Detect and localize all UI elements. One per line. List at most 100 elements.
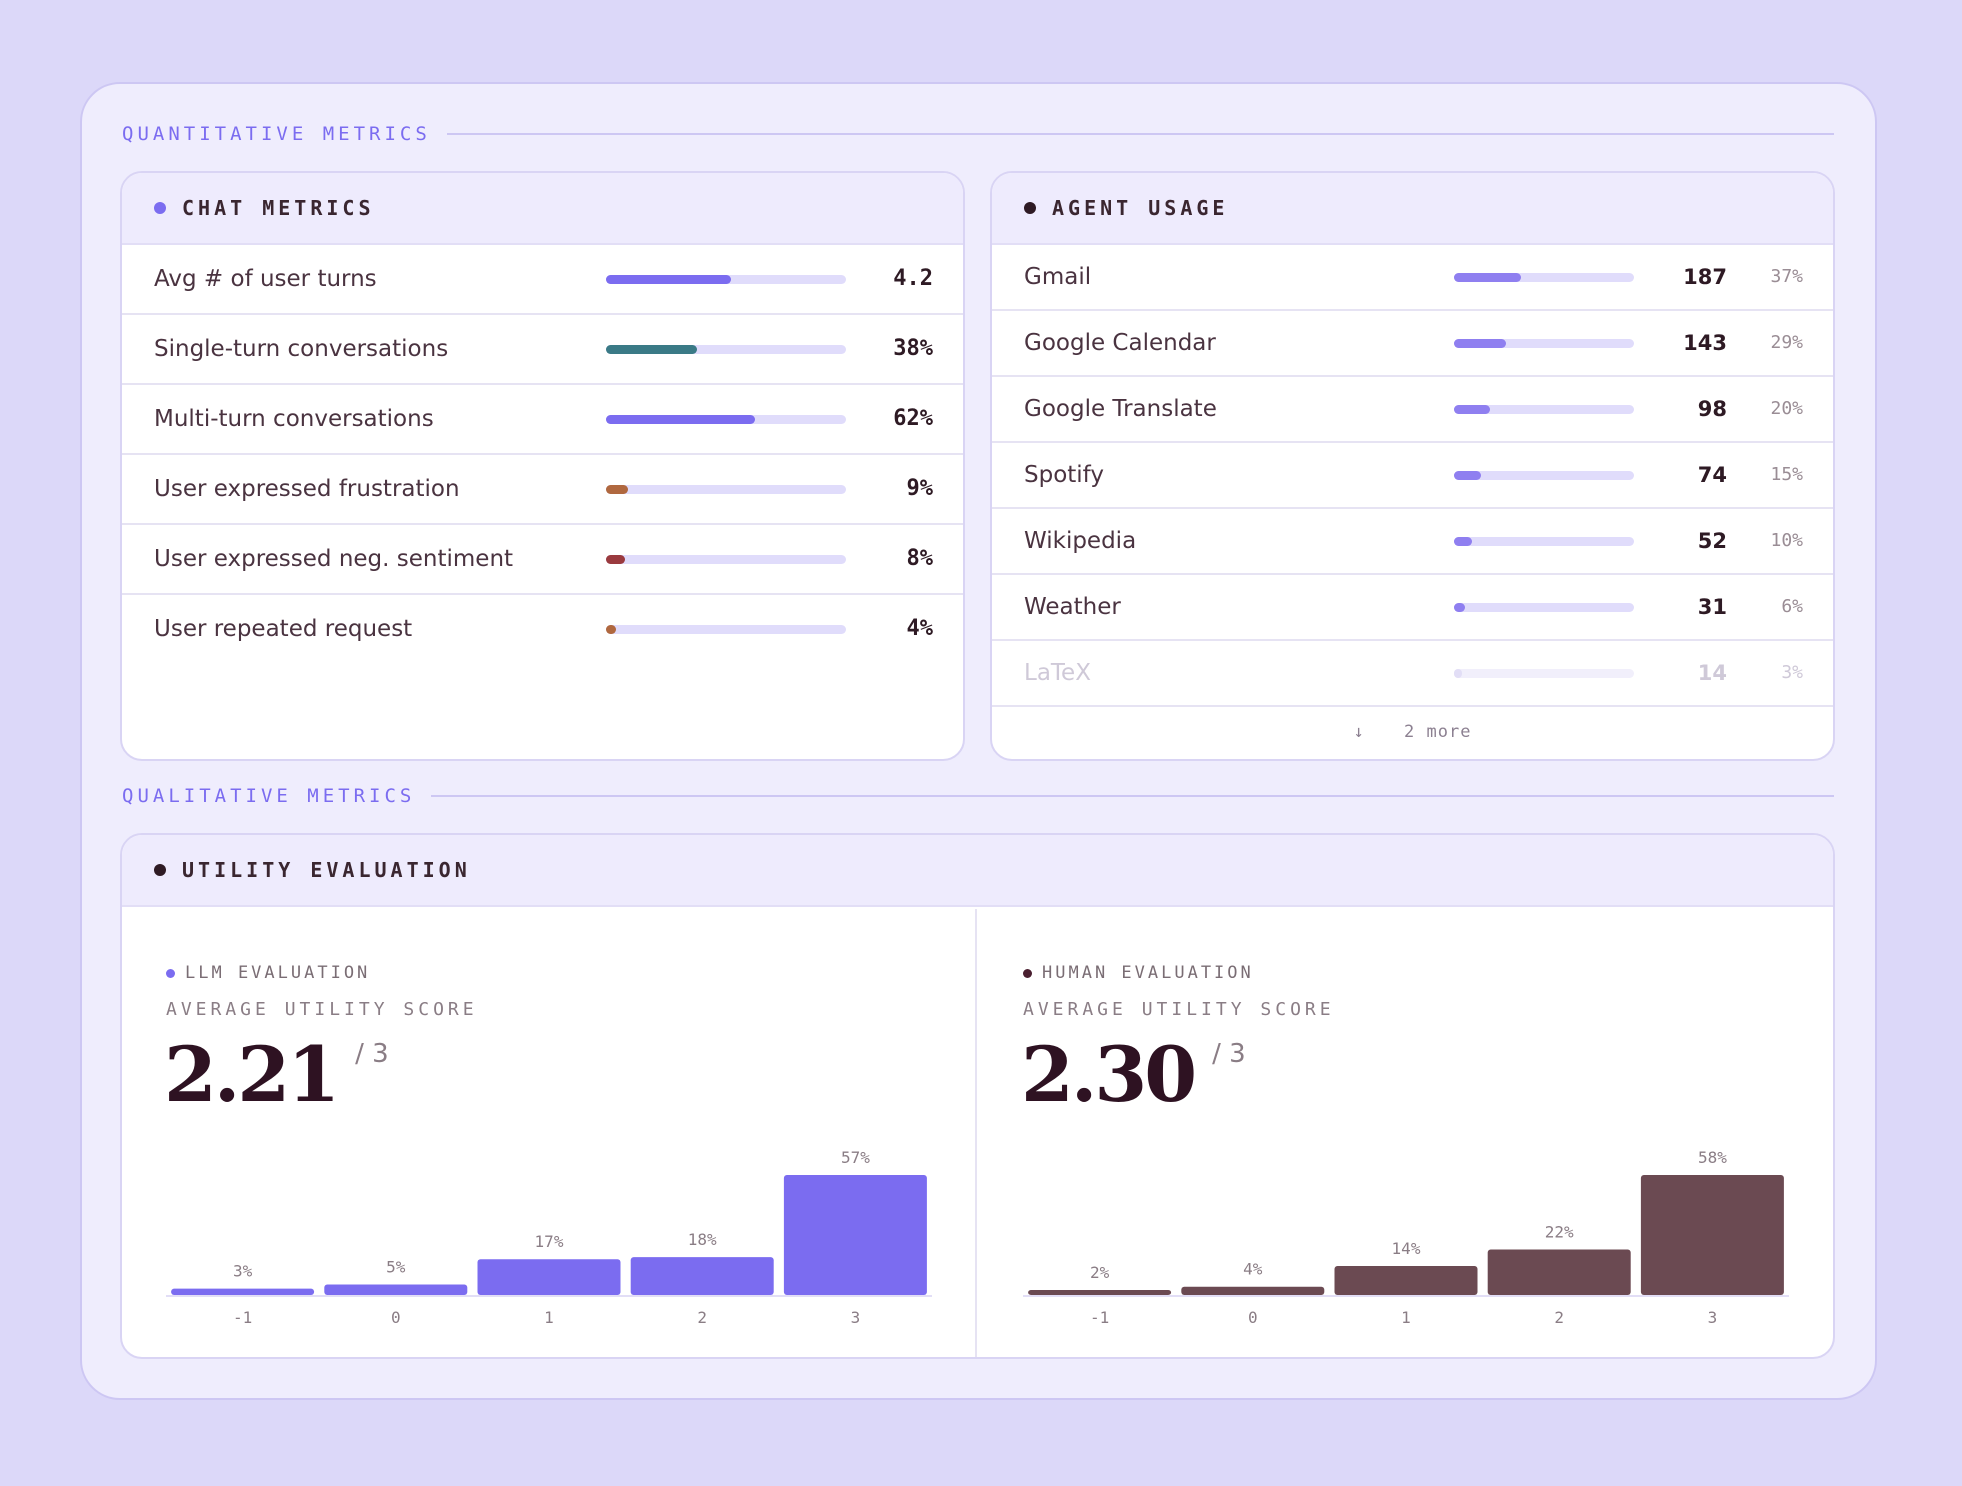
chat-metric-value: 4.2 [893,266,933,291]
human-distribution-chart: 2% -1 4% 0 14% 1 22% 2 58% 3 [1023,1129,1789,1349]
utility-evaluation-dot-icon [154,864,166,876]
show-more-label: 2 more [1404,722,1472,742]
chart-bar [324,1284,468,1295]
section-qualitative: QUALITATIVE METRICS [122,781,1834,811]
section-divider [446,133,1834,135]
chat-metric-bar-fill [606,555,626,564]
agent-usage-bar-fill [1454,471,1481,480]
chat-metric-row: Multi-turn conversations 62% [122,385,963,455]
agent-usage-bar [1454,471,1634,480]
chart-data-label: 58% [1698,1148,1727,1167]
chart-tick-label: 1 [1401,1308,1411,1327]
human-evaluation-panel: HUMAN EVALUATION AVERAGE UTILITY SCORE 2… [979,909,1833,1357]
llm-score: 2.21 / 3 [164,1027,389,1123]
chat-metric-row: Avg # of user turns 4.2 [122,245,963,315]
agent-usage-count: 52 [1697,529,1727,553]
chart-tick-label: 3 [1708,1308,1718,1327]
chart-data-label: 57% [841,1148,870,1167]
chart-bar [630,1257,774,1295]
chat-metric-bar-fill [606,345,698,354]
chat-metric-label: Single-turn conversations [154,336,449,362]
chart-bar [1640,1175,1784,1295]
agent-usage-row[interactable]: Google Calendar 143 29% [992,311,1833,377]
arrow-down-icon: ↓ [1353,722,1365,742]
human-dot-icon [1023,968,1032,978]
chat-metric-bar [606,625,846,634]
agent-usage-row[interactable]: Weather 31 6% [992,575,1833,641]
agent-usage-dot-icon [1024,202,1036,214]
human-score-denominator: / 3 [1212,1039,1246,1069]
agent-usage-row[interactable]: Spotify 74 15% [992,443,1833,509]
chart-tick-label: 2 [1554,1308,1564,1327]
chart-bar [171,1288,315,1295]
chat-metric-label: Avg # of user turns [154,266,377,292]
agent-usage-bar [1454,669,1634,678]
chat-metric-bar [606,555,846,564]
utility-evaluation-title: UTILITY EVALUATION [182,858,471,882]
chat-metric-bar [606,415,846,424]
agent-usage-title: AGENT USAGE [1052,196,1229,220]
human-score-subtitle: AVERAGE UTILITY SCORE [1023,999,1335,1020]
chart-data-label: 18% [688,1230,717,1249]
human-chart-svg: 2% -1 4% 0 14% 1 22% 2 58% 3 [1023,1148,1789,1327]
agent-usage-bar [1454,273,1634,282]
chart-bar [477,1259,621,1295]
section-quantitative: QUANTITATIVE METRICS [122,119,1834,149]
agent-usage-bar-fill [1454,339,1507,348]
agent-usage-count: 143 [1683,331,1727,355]
agent-usage-percent: 6% [1781,596,1803,617]
chat-metric-value: 62% [893,406,933,431]
agent-usage-percent: 15% [1770,464,1803,485]
agent-usage-percent: 10% [1770,530,1803,551]
agent-usage-row[interactable]: Gmail 187 37% [992,245,1833,311]
human-evaluation-tag: HUMAN EVALUATION [1023,963,1254,983]
agent-usage-row[interactable]: Wikipedia 52 10% [992,509,1833,575]
chat-metric-row: User repeated request 4% [122,595,963,665]
llm-distribution-chart: 3% -1 5% 0 17% 1 18% 2 57% 3 [166,1129,932,1349]
agent-usage-bar [1454,339,1634,348]
human-score: 2.30 / 3 [1021,1027,1246,1123]
agent-usage-row[interactable]: LaTeX 14 3% [992,641,1833,707]
chart-tick-label: -1 [1090,1308,1109,1327]
section-qualitative-label: QUALITATIVE METRICS [122,785,416,807]
chart-tick-label: 2 [697,1308,707,1327]
chat-metric-value: 38% [893,336,933,361]
agent-name: Weather [1024,594,1121,620]
chat-metrics-header: CHAT METRICS [122,173,963,245]
chart-tick-label: 0 [391,1308,401,1327]
chart-tick-label: 1 [544,1308,554,1327]
chart-bar [1028,1290,1172,1295]
agent-usage-header: AGENT USAGE [992,173,1833,245]
chat-metric-row: Single-turn conversations 38% [122,315,963,385]
agent-usage-bar-fill [1454,273,1521,282]
agent-usage-card: AGENT USAGE Gmail 187 37% Google Calendar 14… [990,171,1835,761]
chart-bar [783,1175,927,1295]
human-score-value: 2.30 [1021,1030,1197,1119]
utility-evaluation-card: UTILITY EVALUATION LLM EVALUATION AVERAG… [120,833,1835,1359]
llm-evaluation-panel: LLM EVALUATION AVERAGE UTILITY SCORE 2.2… [122,909,977,1357]
chart-data-label: 2% [1090,1263,1110,1282]
agent-usage-bar-fill [1454,405,1490,414]
chat-metrics-list: Avg # of user turns 4.2 Single-turn conver… [122,245,963,665]
llm-score-denominator: / 3 [355,1039,389,1069]
chart-bar [1181,1286,1325,1295]
agent-name: LaTeX [1024,660,1091,686]
chart-data-label: 17% [535,1232,564,1251]
chat-metrics-card: CHAT METRICS Avg # of user turns 4.2 Singl… [120,171,965,761]
chat-metric-value: 9% [906,476,934,501]
agent-usage-row[interactable]: Google Translate 98 20% [992,377,1833,443]
chart-data-label: 14% [1392,1239,1421,1258]
chat-metric-bar [606,345,846,354]
agent-name: Google Calendar [1024,330,1216,356]
show-more-button[interactable]: ↓ 2 more [992,707,1833,757]
llm-evaluation-tag: LLM EVALUATION [166,963,370,983]
chat-metric-bar-fill [606,275,731,284]
chat-metric-row: User expressed neg. sentiment 8% [122,525,963,595]
agent-usage-percent: 20% [1770,398,1803,419]
chart-data-label: 22% [1545,1222,1574,1241]
chat-metric-bar-fill [606,625,616,634]
chart-tick-label: 3 [851,1308,861,1327]
agent-usage-percent: 3% [1781,662,1803,683]
chart-bar [1334,1266,1478,1295]
agent-name: Google Translate [1024,396,1217,422]
